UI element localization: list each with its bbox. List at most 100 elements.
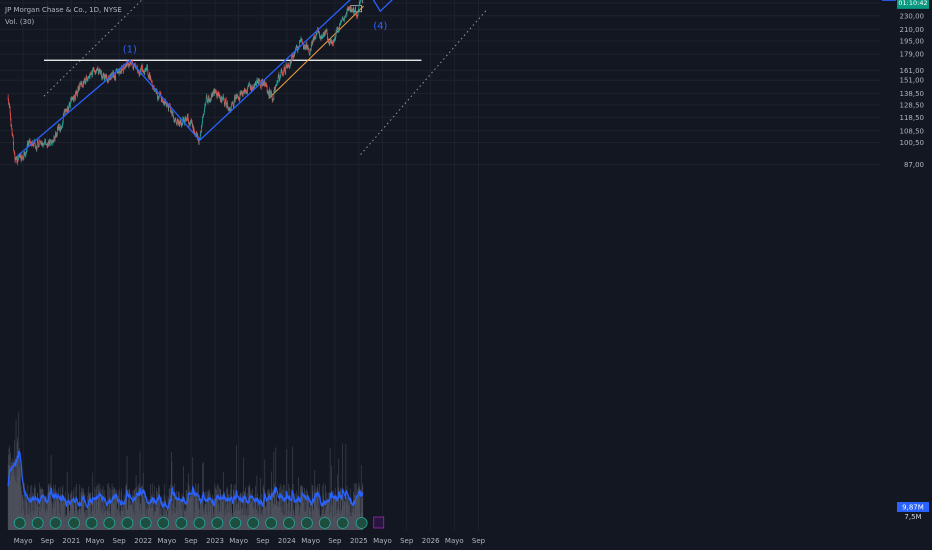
volume-bar [210,505,212,530]
volume-bar [295,504,296,530]
candle-body [90,73,91,75]
elliott-wave-drawing[interactable]: (1)(3)(4)(5) [16,0,452,157]
time-axis[interactable]: Mayo Sep 2021 Mayo Sep 2022 Mayo Sep 2023 Mayo Sep… [14,537,486,545]
candle-body [248,83,250,85]
x-tick-label: Sep [472,537,486,545]
candle-body [301,38,303,41]
earnings-marker-icon[interactable] [193,517,206,529]
candle-body [155,91,157,93]
earnings-marker-icon[interactable] [68,517,80,529]
volume-bar [43,509,45,530]
candle-body [52,140,53,143]
candle-body [184,118,186,120]
earnings-marker-icon[interactable] [229,517,242,529]
candle-body [255,81,257,86]
candle-body [336,28,338,30]
candle-body [260,86,262,89]
volume-bar [48,483,49,530]
candle-body [58,126,59,130]
candle-body [146,68,147,72]
earnings-marker-icon[interactable] [283,517,295,529]
earnings-marker-icon[interactable] [265,517,277,529]
earnings-marker-icon[interactable] [31,517,44,529]
earnings-marker-icon[interactable] [157,517,170,529]
candle-body [240,92,241,95]
earnings-marker-icon[interactable] [211,517,224,529]
earnings-marker-icon[interactable] [355,517,368,529]
volume-bar [79,509,81,530]
candle-body [107,78,108,83]
candle-body [350,7,351,11]
earnings-marker-icon[interactable] [318,517,331,529]
candle-body [191,120,193,124]
price-axis[interactable]: 650,00590,00530,00490,00450,00410,00370,… [882,0,929,521]
volume-bar [284,490,286,530]
volume-bar [347,496,349,530]
volume-bar [23,500,25,530]
volume-bar [96,499,97,530]
candle-body [180,119,181,123]
volume-bar [110,501,112,530]
candle-body [130,62,131,63]
candle-body [292,57,294,59]
candle-body [166,102,167,106]
volume-bar [228,493,229,530]
volume-bar [156,488,157,530]
volume-bar [177,498,179,530]
candle-body [305,44,307,49]
earnings-marker-icon[interactable] [336,517,349,529]
candle-body [224,102,225,106]
volume-bar [179,492,180,530]
channel-lower-line[interactable] [360,8,488,155]
volume-bar [64,498,65,530]
candle-body [70,98,72,104]
earnings-marker-icon[interactable] [103,517,116,529]
volume-bar [237,496,239,530]
candle-body [56,133,57,136]
volume-indicator-label[interactable]: Vol. (30) [5,18,35,26]
candle-body [266,86,268,87]
candle-body [238,97,239,99]
volume-bar [241,494,243,530]
volume-bar [178,490,179,530]
candle-body [157,97,159,100]
candle-body [329,42,331,46]
earnings-marker-icon[interactable] [247,517,260,529]
volume-bar [279,492,280,530]
volume-bar [173,498,174,530]
volume-bar [187,483,189,530]
earnings-marker-icon[interactable] [121,517,134,529]
volume-bar [91,498,93,530]
volume-bar [61,494,62,530]
volume-bar [112,490,114,530]
volume-bar [7,465,9,530]
earnings-marker-icon[interactable] [175,517,188,529]
candle-body [319,36,321,38]
upcoming-earnings-icon[interactable] [373,516,385,529]
candle-body [59,128,61,131]
volume-bar [241,515,242,530]
earnings-marker-icon[interactable] [13,517,26,529]
earnings-marker-icon[interactable] [85,517,98,529]
symbol-title[interactable]: JP Morgan Chase & Co., 1D, NYSE [5,6,122,14]
volume-bar [349,503,351,530]
volume-bar [75,500,77,530]
elliott-wave-line[interactable] [16,0,445,157]
volume-bar [217,484,218,530]
candle-body [86,79,88,81]
earnings-marker-icon[interactable] [139,517,152,529]
earnings-marker-icon[interactable] [49,517,62,529]
candle-body [349,7,350,9]
volume-bar [226,514,227,530]
volume-bar [172,514,173,530]
candle-body [73,96,75,101]
candle-body [356,15,357,17]
candle-body [189,123,190,125]
candle-body [199,138,201,140]
candle-body [287,63,289,66]
volume-bar [151,494,153,530]
trend-support-line[interactable] [268,5,364,99]
earnings-marker-icon[interactable] [300,517,313,529]
candle-body [18,154,20,156]
